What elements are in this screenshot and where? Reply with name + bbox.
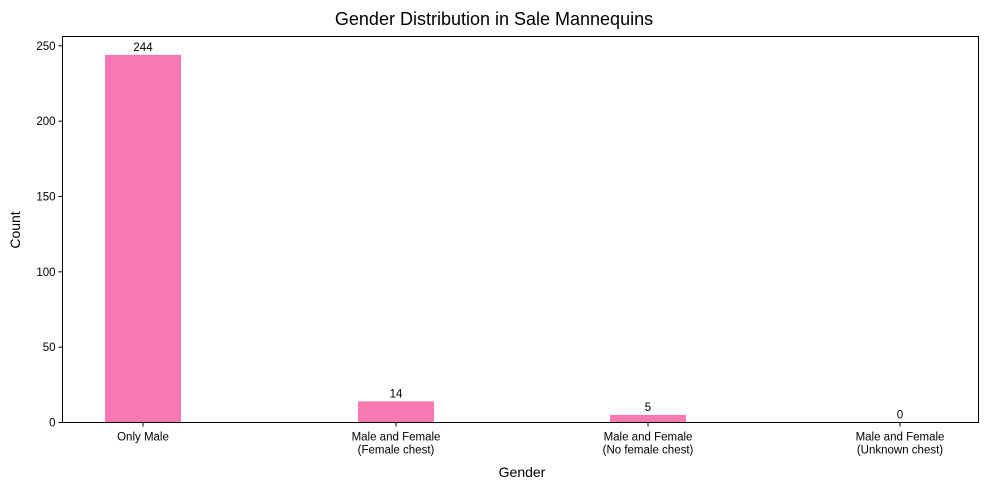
y-tick-label: 0: [49, 418, 55, 430]
y-axis: 0 50 100 150 200 250: [36, 41, 63, 430]
x-tick-label: Male and Female (No female chest): [603, 432, 694, 457]
plot-frame: [62, 36, 979, 423]
bar: [610, 414, 686, 423]
data-label: 244: [133, 42, 153, 54]
y-axis-label: Count: [7, 211, 23, 248]
data-label: 5: [645, 402, 651, 414]
y-tick-label: 250: [36, 41, 55, 53]
x-tick-label: Male and Female (Unknown chest): [856, 432, 945, 457]
y-tick-label: 50: [43, 342, 56, 354]
y-tick-label: 100: [36, 267, 55, 279]
bar: [358, 401, 434, 423]
y-tick-label: 200: [36, 116, 55, 128]
data-label: 0: [897, 410, 903, 422]
x-axis: Only Male Male and Female (Female chest) Ma…: [117, 422, 945, 457]
bars-layer: 244 14 5 0: [105, 42, 903, 423]
y-tick-label: 150: [36, 192, 55, 204]
bar: [105, 54, 181, 423]
chart-title: Gender Distribution in Sale Mannequins: [335, 9, 653, 29]
x-axis-label: Gender: [499, 464, 546, 480]
data-label: 14: [390, 388, 403, 400]
x-tick-label: Male and Female (Female chest): [352, 432, 441, 457]
x-tick-label: Only Male: [117, 432, 169, 444]
